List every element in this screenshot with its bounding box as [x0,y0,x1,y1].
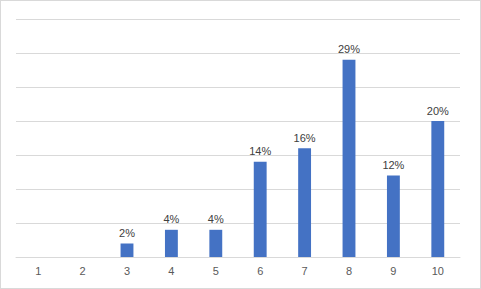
svg-text:4%: 4% [208,213,224,225]
svg-text:10: 10 [432,265,444,277]
svg-text:16%: 16% [294,132,316,144]
svg-text:29%: 29% [338,43,360,55]
svg-text:5: 5 [213,265,219,277]
svg-text:14%: 14% [249,145,271,157]
svg-text:2: 2 [80,265,86,277]
svg-text:4%: 4% [163,213,179,225]
svg-text:20%: 20% [427,105,449,117]
svg-text:9: 9 [390,265,396,277]
svg-text:1: 1 [35,265,41,277]
svg-text:3: 3 [124,265,130,277]
svg-text:4: 4 [168,265,174,277]
svg-text:7: 7 [302,265,308,277]
svg-text:8: 8 [346,265,352,277]
svg-text:6: 6 [257,265,263,277]
svg-text:2%: 2% [119,227,135,239]
svg-text:12%: 12% [382,159,404,171]
